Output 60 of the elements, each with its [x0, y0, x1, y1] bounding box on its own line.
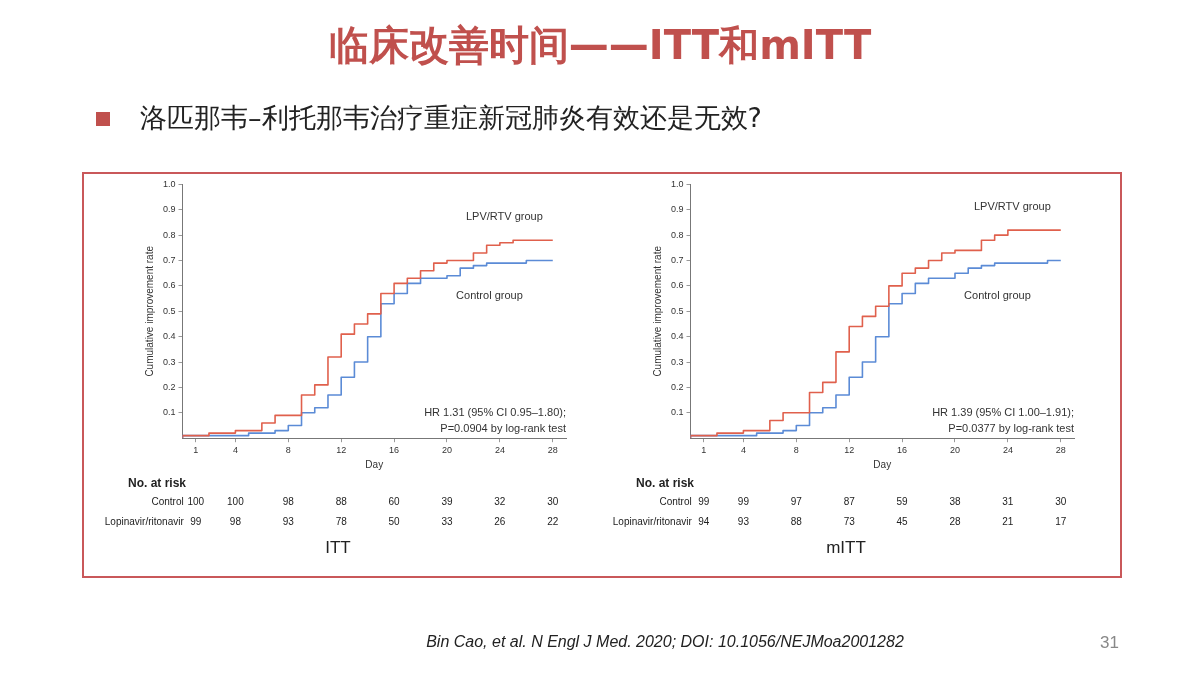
- y-tick-label: 0.8: [671, 229, 684, 240]
- x-tick-label: 20: [441, 445, 452, 456]
- x-axis-title: Day: [365, 458, 384, 470]
- x-tick-label: 16: [389, 445, 400, 456]
- x-tick-label: 16: [897, 445, 908, 456]
- y-tick-label: 0.1: [163, 407, 176, 418]
- x-tick-label: 4: [740, 445, 746, 456]
- x-tick-label: 8: [793, 445, 799, 456]
- y-tick-label: 1.0: [671, 178, 684, 189]
- y-tick-label: 0.1: [671, 407, 684, 418]
- y-tick-label: 0.7: [163, 255, 176, 266]
- text: No. at risk: [128, 476, 187, 490]
- x-tick-label: 24: [1002, 445, 1013, 456]
- y-tick-label: 0.7: [671, 255, 684, 266]
- annotation: P=0.0904 by log-rank test: [440, 421, 566, 434]
- text: Control 99 99 97 87 59 38 31 30: [659, 496, 1067, 507]
- series-label: LPV/RTV group: [465, 209, 543, 222]
- text: 洛匹那韦–利托那韦治疗重症新冠肺炎有效还是无效?: [140, 101, 762, 135]
- y-tick-label: 0.3: [163, 356, 176, 367]
- y-axis-title: Cumulative improvement rate: [143, 245, 155, 377]
- x-axis-title: Day: [873, 458, 892, 470]
- series-label: Control group: [456, 289, 523, 302]
- x-tick-label: 28: [547, 445, 558, 456]
- y-tick-label: 0.4: [163, 331, 176, 342]
- text: No. at risk: [636, 476, 695, 490]
- x-tick-label: 20: [949, 445, 960, 456]
- y-tick-label: 0.2: [163, 381, 176, 392]
- text: ITT: [324, 538, 352, 558]
- y-tick-label: 0.6: [163, 280, 176, 291]
- y-tick-label: 0.9: [163, 204, 176, 215]
- series-label: Control group: [964, 289, 1031, 302]
- text: 31: [1100, 633, 1119, 653]
- y-tick-label: 0.8: [163, 229, 176, 240]
- y-tick-label: 0.6: [671, 280, 684, 291]
- x-tick-label: 1: [701, 445, 707, 456]
- annotation: HR 1.39 (95% CI 1.00–1.91);: [932, 405, 1074, 418]
- text: Bin Cao, et al. N Engl J Med. 2020; DOI: 10.1056/NEJMoa2001282: [426, 633, 904, 650]
- text: Control 100 100 98 88 60 39 32 30: [151, 496, 559, 507]
- x-tick-label: 24: [494, 445, 505, 456]
- y-axis-title: Cumulative improvement rate: [651, 245, 663, 377]
- y-tick-label: 1.0: [163, 178, 176, 189]
- x-tick-label: 12: [844, 445, 855, 456]
- text: 临床改善时间——ITT和mITT: [327, 21, 873, 70]
- x-tick-label: 12: [336, 445, 347, 456]
- y-tick-label: 0.9: [671, 204, 684, 215]
- y-tick-label: 0.5: [163, 305, 176, 316]
- x-tick-label: 28: [1055, 445, 1066, 456]
- y-tick-label: 0.4: [671, 331, 684, 342]
- series-label: LPV/RTV group: [973, 199, 1051, 212]
- x-tick-label: 4: [232, 445, 238, 456]
- text: Lopinavir/ritonavir 99 98 93 78 50 33 26 22: [104, 516, 559, 527]
- x-tick-label: 1: [193, 445, 199, 456]
- annotation: HR 1.31 (95% CI 0.95–1.80);: [424, 405, 566, 418]
- annotation: P=0.0377 by log-rank test: [948, 421, 1074, 434]
- text: Lopinavir/ritonavir 94 93 88 73 45 28 21 17: [612, 516, 1067, 527]
- y-tick-label: 0.3: [671, 356, 684, 367]
- y-tick-label: 0.2: [671, 381, 684, 392]
- x-tick-label: 8: [285, 445, 291, 456]
- text: mITT: [825, 538, 867, 558]
- y-tick-label: 0.5: [671, 305, 684, 316]
